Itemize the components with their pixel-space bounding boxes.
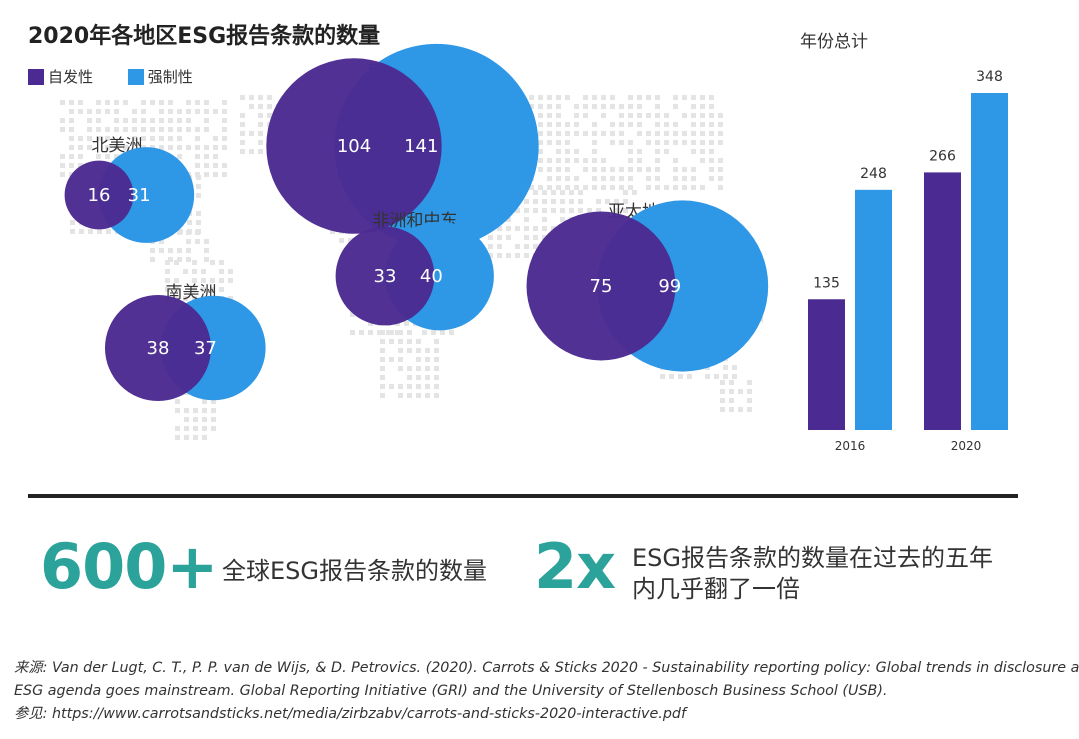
region-2-voluntary-value: 33	[374, 266, 397, 287]
region-2-mandatory-value: 40	[420, 266, 443, 287]
chart-title: 2020年各地区ESG报告条款的数量	[28, 24, 381, 49]
legend-swatch-voluntary	[28, 68, 44, 85]
source-line-3: 参见: https://www.carrotsandsticks.net/med…	[14, 706, 687, 722]
world-map-bubble-chart: 北美洲1631欧洲104141非洲和中东3340亚太地区7599南美洲3837	[60, 43, 769, 440]
stat-growth-label-line2: 内几乎翻了一倍	[632, 575, 800, 603]
stat-growth-value: 2x	[534, 530, 616, 603]
bar-chart-title: 年份总计	[800, 32, 868, 52]
legend: 自发性 强制性	[28, 66, 223, 89]
region-0-voluntary-value: 16	[88, 185, 111, 206]
region-2-voluntary-bubble	[335, 226, 435, 326]
region-bubbles: 北美洲1631欧洲104141非洲和中东3340亚太地区7599南美洲3837	[64, 43, 769, 402]
section-divider	[28, 494, 1018, 498]
legend-swatch-mandatory	[127, 68, 144, 85]
region-3-voluntary-value: 75	[590, 276, 613, 297]
bar-2020-mandatory	[971, 93, 1008, 430]
stat-total-label: 全球ESG报告条款的数量	[222, 557, 487, 585]
legend-item-voluntary: 自发性	[28, 66, 93, 87]
x-tick-2016: 2016	[835, 439, 866, 453]
region-1-voluntary-value: 104	[337, 136, 371, 157]
source-line-1: 来源: Van der Lugt, C. T., P. P. van de Wi…	[14, 660, 1079, 676]
stat-growth-label-line1: ESG报告条款的数量在过去的五年	[632, 544, 993, 572]
yearly-total-bar-chart: 135 248 2016 266 348 2020	[808, 69, 1008, 453]
region-4-voluntary-bubble	[104, 294, 212, 402]
source-note: 来源: Van der Lugt, C. T., P. P. van de Wi…	[14, 657, 1079, 726]
bar-label-2020-mandatory: 348	[976, 69, 1003, 85]
region-1-voluntary-bubble	[266, 58, 442, 234]
legend-item-mandatory: 强制性	[127, 66, 193, 87]
bar-2016-mandatory	[855, 189, 892, 430]
bar-label-2016-voluntary: 135	[813, 275, 840, 291]
region-0-mandatory-value: 31	[128, 185, 151, 206]
stat-total-value: 600+	[40, 530, 218, 603]
region-0-voluntary-bubble	[64, 160, 134, 230]
bar-label-2020-voluntary: 266	[929, 148, 956, 164]
stat-growth-label: ESG报告条款的数量在过去的五年 内几乎翻了一倍	[632, 543, 993, 605]
bar-2020-voluntary	[924, 172, 961, 430]
region-4-voluntary-value: 38	[147, 338, 170, 359]
source-line-2: ESG agenda goes mainstream. Global Repor…	[14, 683, 888, 699]
region-1-mandatory-value: 141	[404, 136, 438, 157]
bar-2016-voluntary	[808, 299, 845, 430]
x-tick-2020: 2020	[951, 439, 982, 453]
region-3-voluntary-bubble	[526, 211, 676, 361]
bar-label-2016-mandatory: 248	[860, 166, 887, 182]
legend-label-voluntary: 自发性	[48, 68, 94, 86]
legend-label-mandatory: 强制性	[147, 68, 193, 86]
region-3-mandatory-value: 99	[658, 276, 681, 297]
region-4-mandatory-value: 37	[194, 338, 217, 359]
